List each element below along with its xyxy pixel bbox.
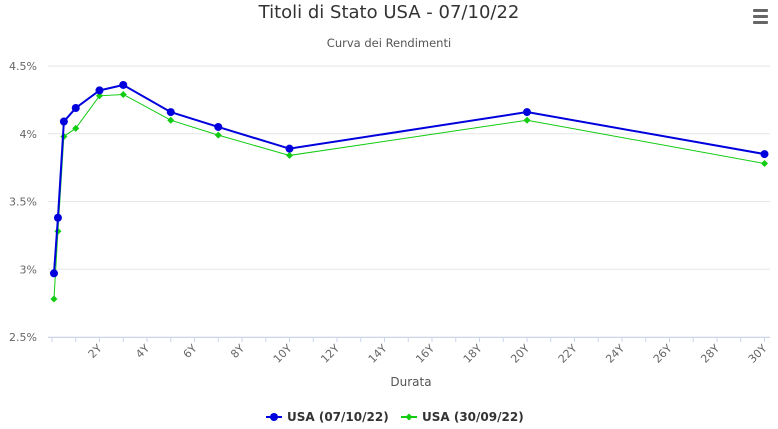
x-tick-label: 6Y: [181, 342, 200, 361]
series-1: [50, 90, 768, 303]
x-tick-label: 16Y: [413, 342, 437, 366]
y-tick-label: 4%: [20, 128, 37, 141]
grid-lines: [48, 65, 770, 338]
x-tick-label: 26Y: [651, 342, 675, 366]
menu-bar: [752, 20, 768, 24]
data-point[interactable]: [59, 117, 68, 126]
y-axis: 2.5% 3% 3.5% 4% 4.5%: [9, 60, 37, 344]
legend-label: USA (30/09/22): [422, 410, 524, 424]
data-point[interactable]: [96, 92, 103, 100]
x-tick-label: 2Y: [86, 342, 105, 361]
data-point[interactable]: [214, 131, 222, 139]
x-tick-label: 10Y: [271, 342, 295, 366]
chart-title: Titoli di Stato USA - 07/10/22: [258, 2, 520, 23]
series-line: [52, 83, 765, 274]
legend-item[interactable]: USA (30/09/22): [401, 410, 524, 424]
data-point[interactable]: [53, 213, 62, 222]
data-point[interactable]: [285, 144, 294, 153]
data-point[interactable]: [95, 86, 104, 95]
data-point[interactable]: [286, 151, 293, 159]
data-point[interactable]: [760, 150, 769, 159]
series-group: [49, 80, 769, 303]
data-point[interactable]: [71, 104, 80, 113]
data-point[interactable]: [72, 124, 80, 132]
data-point[interactable]: [167, 116, 175, 124]
x-axis: 2Y 4Y 6Y 8Y 10Y 12Y 14Y 16Y 18Y 20Y 22Y 24Y 26Y 28Y 30…: [51, 337, 770, 366]
data-point[interactable]: [49, 269, 58, 278]
series-line: [53, 93, 765, 300]
x-tick-label: 22Y: [556, 342, 580, 366]
legend-item[interactable]: USA (07/10/22): [266, 410, 389, 424]
x-tick-label: 20Y: [508, 342, 532, 366]
hamburger-menu-icon[interactable]: [748, 6, 772, 26]
y-tick-label: 3%: [20, 263, 37, 276]
legend-marker: [405, 413, 413, 421]
x-tick-label: 12Y: [318, 342, 342, 366]
chart-subtitle: Curva dei Rendimenti: [326, 36, 452, 50]
x-tick-label: 14Y: [366, 342, 390, 366]
y-tick-label: 4.5%: [9, 60, 37, 73]
x-tick-label: 4Y: [133, 342, 152, 361]
x-axis-title: Durata: [390, 375, 431, 389]
menu-bar: [752, 8, 768, 12]
series-0: [49, 80, 769, 278]
y-tick-label: 3.5%: [9, 196, 37, 209]
x-tick-label: 30Y: [746, 342, 770, 366]
x-tick-label: 18Y: [461, 342, 485, 366]
menu-bar: [752, 14, 768, 18]
x-tick-label: 24Y: [603, 342, 627, 366]
data-point[interactable]: [119, 80, 128, 89]
x-tick-label: 28Y: [698, 342, 722, 366]
legend[interactable]: USA (07/10/22) USA (30/09/22): [266, 410, 524, 424]
data-point[interactable]: [119, 90, 127, 98]
legend-label: USA (07/10/22): [287, 410, 389, 424]
x-tick-label: 8Y: [228, 342, 247, 361]
data-point[interactable]: [166, 108, 175, 117]
y-tick-label: 2.5%: [9, 331, 37, 344]
data-point[interactable]: [761, 160, 768, 168]
legend-marker: [270, 413, 278, 421]
data-point[interactable]: [523, 108, 531, 117]
data-point[interactable]: [214, 122, 223, 131]
data-point[interactable]: [50, 295, 58, 303]
data-point[interactable]: [523, 116, 531, 124]
